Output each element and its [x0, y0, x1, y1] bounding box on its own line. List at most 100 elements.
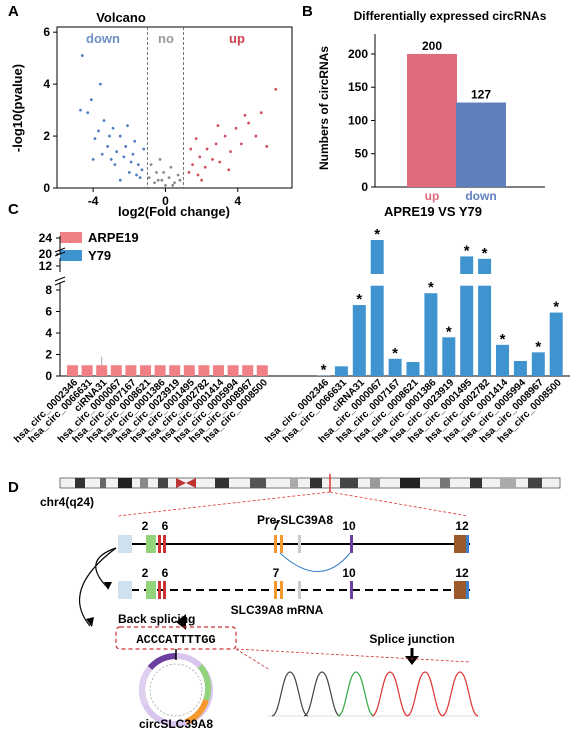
- exon-label-6a: 6: [162, 519, 169, 533]
- exon-label-2a: 2: [142, 519, 149, 533]
- region-label-no: no: [158, 31, 174, 46]
- volcano-point-up: [247, 121, 251, 125]
- panel-b: B Differentially expressed circRNAs 0 50 1…: [302, 3, 547, 219]
- bar-category-label: up: [425, 189, 440, 203]
- zoom-line-right: [329, 491, 469, 517]
- exon-label-7a: 7: [273, 519, 280, 533]
- volcano-point-up: [194, 137, 198, 141]
- bar-arpe19-hsa_circ_0023919: [169, 365, 181, 376]
- mrna-track: [118, 581, 470, 599]
- zoom-line-chromatogram-left: [235, 648, 271, 671]
- volcano-title: Volcano: [96, 10, 146, 25]
- volcano-point-no: [158, 158, 162, 161]
- mrna-label: SLC39A8 mRNA: [231, 603, 324, 617]
- volcano-x-label: log2(Fold change): [118, 204, 230, 219]
- volcano-point-down: [97, 129, 100, 133]
- volcano-point-no: [164, 184, 167, 187]
- volcano-point-up: [196, 173, 200, 177]
- volcano-point-up: [239, 142, 243, 146]
- threshold-lines: [146, 27, 184, 188]
- axis-break-mark: [54, 276, 66, 282]
- axis-break-mark: [54, 251, 66, 257]
- y-tick-label: 200: [348, 47, 368, 61]
- exon-label-12b: 12: [455, 566, 469, 580]
- bar-y79-hsa_circ_0005994: [513, 360, 527, 376]
- panel-d: D chr4(q24) Pre-SLC39: [8, 474, 561, 731]
- significance-asterisk: *: [428, 279, 434, 296]
- y-tick-label: 150: [348, 80, 368, 94]
- splice-arc: [279, 552, 351, 572]
- x-tick-label: -4: [88, 194, 99, 208]
- volcano-point-up: [243, 113, 247, 117]
- volcano-point-no: [176, 173, 180, 177]
- significance-asterisk: *: [446, 323, 452, 340]
- volcano-x-axis-ticks: -4 0 4: [88, 188, 241, 208]
- volcano-point-no: [162, 171, 166, 174]
- volcano-point-no: [173, 181, 176, 185]
- volcano-point-up: [189, 147, 193, 151]
- y-tick-label: 4: [43, 77, 50, 91]
- bar-y-label: Numbers of circRNAs: [317, 46, 331, 170]
- y-tick-label: 8: [45, 283, 52, 297]
- volcano-point-up: [265, 145, 269, 148]
- bar-y79-hsa_circ_0008967: [531, 352, 545, 376]
- back-splicing-label: Back splicing: [118, 612, 195, 626]
- bar-chart-title: Differentially expressed circRNAs: [354, 9, 547, 23]
- region-label-up: up: [229, 31, 245, 46]
- significance-asterisk: *: [535, 338, 541, 355]
- chromatogram-peak: [371, 671, 409, 717]
- volcano-point-down: [136, 163, 140, 167]
- volcano-point-no: [169, 165, 173, 169]
- junction-marker-icon: [176, 614, 186, 630]
- bar-arpe19-ciRNA31: [96, 365, 108, 376]
- arrow-to-back-splice: [78, 547, 117, 627]
- panel-c-letter: C: [8, 201, 19, 218]
- legend-label: Y79: [88, 248, 111, 263]
- bar-y79-hsa_circ_0023919: [442, 337, 456, 376]
- significance-asterisk: *: [321, 362, 327, 379]
- volcano-point-down: [113, 163, 117, 167]
- bar-value-label: 200: [422, 39, 442, 53]
- bar-arpe19-hsa_circ_0002346: [67, 365, 78, 376]
- volcano-point-down: [80, 54, 84, 57]
- volcano-point-down: [118, 134, 122, 138]
- volcano-point-down: [135, 173, 138, 177]
- volcano-point-down: [140, 168, 144, 172]
- volcano-y-label: -log10(pvalue): [10, 64, 25, 152]
- volcano-point-down: [111, 126, 115, 130]
- y-tick-label: 20: [39, 247, 53, 261]
- x-tick-label: 0: [162, 194, 169, 208]
- volcano-plot-frame: [56, 26, 293, 189]
- volcano-points: [79, 54, 278, 187]
- x-category-labels: hsa_circ_0002346 hsa_circ_0002346hsa_circ…: [12, 377, 564, 445]
- bar-arpe19-hsa_circ_0002782: [198, 365, 210, 376]
- circ-label: circSLC39A8: [139, 717, 213, 731]
- volcano-point-down: [100, 152, 104, 156]
- bar-y79-hsa_circ_0002782: [478, 285, 492, 376]
- volcano-point-up: [234, 126, 238, 130]
- volcano-point-down: [86, 111, 90, 115]
- bar-arpe19-hsa_circ_0005994: [227, 365, 239, 376]
- significance-asterisk: *: [356, 291, 362, 308]
- splice-junction-label: Splice junction: [369, 632, 454, 646]
- volcano-point-up: [254, 134, 258, 138]
- volcano-point-down: [91, 158, 95, 161]
- legend-swatch: [60, 232, 82, 243]
- volcano-point-down: [122, 155, 126, 159]
- bar-y79-hsa_circ_0001414: [496, 344, 509, 376]
- volcano-point-up: [223, 134, 227, 138]
- y-tick-label: 2: [45, 348, 52, 362]
- bar-y79-hsa_circ_0008500: [549, 312, 563, 376]
- legend-label: ARPE19: [88, 230, 139, 245]
- bar-arpe19-hsa_circ_0007167: [125, 365, 137, 376]
- bar-arpe19-hsa_circ_0001414: [213, 365, 224, 376]
- volcano-point-down: [129, 160, 133, 164]
- volcano-point-up: [259, 111, 263, 115]
- volcano-point-up: [218, 160, 222, 164]
- volcano-point-up: [205, 147, 209, 151]
- arrow-to-mrna: [95, 547, 117, 589]
- volcano-point-down: [142, 147, 146, 151]
- chromosome-ideogram: [59, 474, 561, 492]
- bar-y79-upper-hsa_circ_0002782: [478, 258, 492, 274]
- y-tick-label: 6: [45, 305, 52, 319]
